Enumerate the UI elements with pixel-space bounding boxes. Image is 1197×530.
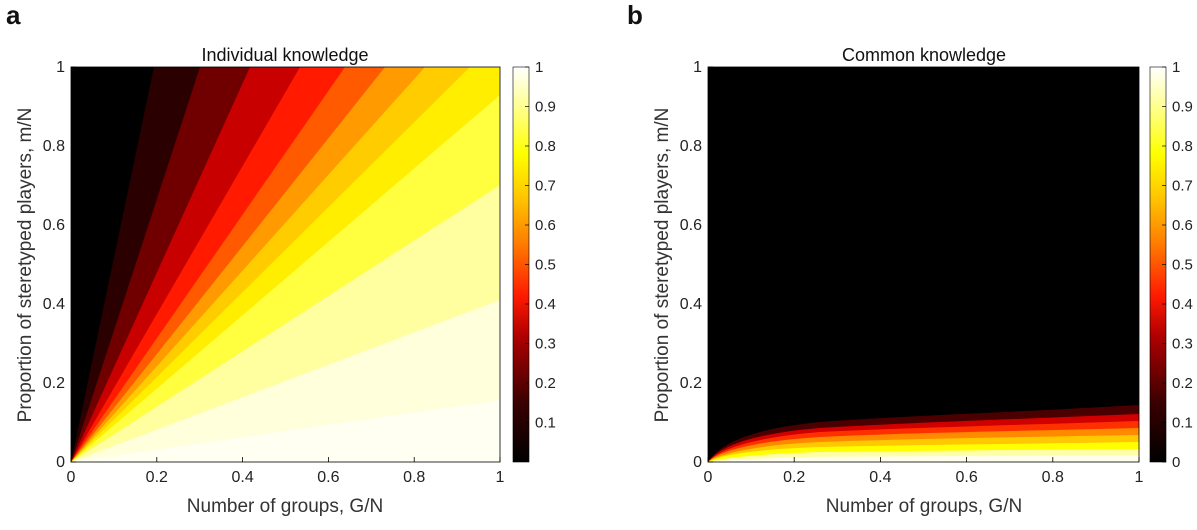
y-axis-label-b: Proportion of steretyped players, m/N	[652, 108, 673, 423]
y-tick-label: 0.6	[43, 217, 65, 234]
colorbar-tick-label: 0.7	[1172, 178, 1193, 195]
x-tick-label: 0.2	[783, 469, 805, 486]
colorbar-tick-label: 0.8	[1172, 138, 1193, 155]
x-tick-label: 1	[1135, 469, 1144, 486]
y-axis-label-a: Proportion of steretyped players, m/N	[15, 108, 36, 423]
x-tick-label: 0.2	[146, 469, 168, 486]
colorbar-tick-label: 0.3	[1172, 336, 1193, 353]
colorbar-tick-label: 0.7	[535, 178, 556, 195]
colorbar-ticks-a: 0.1 0.2 0.3 0.4 0.5 0.6 0.7 0.8 0.9 1	[525, 59, 556, 432]
panel-a: a Individual knowledge Number of groups,…	[6, 0, 556, 517]
heatmap-b	[708, 67, 1139, 462]
chart-title-a: Individual knowledge	[201, 45, 368, 65]
x-tick-label: 0.6	[955, 469, 977, 486]
y-tick-label: 0.2	[680, 375, 702, 392]
colorbar-ticks-b: 0 0.1 0.2 0.3 0.4 0.5 0.6 0.7 0.8 0.9 1	[1162, 59, 1193, 471]
plot-frame-a	[70, 66, 501, 463]
colorbar-tick-label: 1	[1172, 59, 1180, 76]
colorbar-tick-label: 0.4	[535, 296, 556, 313]
colorbar-tick-label: 0.9	[1172, 99, 1193, 116]
x-tick-label: 0.4	[869, 469, 891, 486]
colorbar-tick-label: 0.1	[1172, 415, 1193, 432]
heatmap-a-band-near-white	[71, 400, 500, 462]
plot-frame-b	[707, 66, 1140, 463]
colorbar-tick-label: 0.1	[535, 415, 556, 432]
colorbar-tick-label: 0.3	[535, 336, 556, 353]
x-tick-label: 0	[67, 469, 76, 486]
colorbar-tick-label: 0.6	[1172, 217, 1193, 234]
colorbar-tick-label: 0.2	[535, 375, 556, 392]
x-tick-label: 0	[704, 469, 713, 486]
chart-title-b: Common knowledge	[842, 45, 1006, 65]
y-tick-label: 0.4	[43, 296, 65, 313]
x-ticks-a: 0 0.2 0.4 0.6 0.8 1	[67, 457, 505, 486]
colorbar-tick-label: 0.6	[535, 217, 556, 234]
y-ticks-b: 0 0.2 0.4 0.6 0.8 1	[680, 59, 713, 471]
x-tick-label: 0.6	[317, 469, 339, 486]
colorbar-tick-label: 0.9	[535, 99, 556, 116]
colorbar-tick-label: 0.5	[1172, 257, 1193, 274]
heatmap-b-base	[708, 67, 1139, 462]
x-tick-label: 0.4	[231, 469, 253, 486]
x-axis-label-b: Number of groups, G/N	[826, 496, 1022, 517]
y-tick-label: 0.2	[43, 375, 65, 392]
y-tick-label: 0.6	[680, 217, 702, 234]
y-tick-label: 1	[56, 59, 65, 76]
colorbar-tick-label: 0.2	[1172, 375, 1193, 392]
x-axis-label-a: Number of groups, G/N	[187, 496, 383, 517]
panel-letter-a: a	[6, 0, 21, 30]
y-tick-label: 0.8	[680, 138, 702, 155]
x-tick-label: 1	[496, 469, 505, 486]
colorbar-tick-label: 0.8	[535, 138, 556, 155]
x-tick-label: 0.8	[403, 469, 425, 486]
x-tick-label: 0.8	[1042, 469, 1064, 486]
colorbar-tick-label: 0.5	[535, 257, 556, 274]
heatmap-b-band-cream	[708, 455, 1139, 462]
colorbar-tick-label: 1	[535, 59, 543, 76]
y-tick-label: 1	[693, 59, 702, 76]
y-tick-label: 0	[693, 454, 702, 471]
y-tick-label: 0.8	[43, 138, 65, 155]
x-ticks-b: 0 0.2 0.4 0.6 0.8 1	[704, 457, 1144, 486]
panel-b: b Common knowledge Number of groups, G/N…	[627, 0, 1193, 517]
y-ticks-a: 0 0.2 0.4 0.6 0.8 1	[43, 59, 76, 471]
y-tick-label: 0	[56, 454, 65, 471]
y-tick-label: 0.4	[680, 296, 702, 313]
colorbar-tick-label: 0	[1172, 454, 1180, 471]
colorbar-tick-label: 0.4	[1172, 296, 1193, 313]
heatmap-a	[71, 67, 500, 462]
panel-letter-b: b	[627, 0, 643, 30]
